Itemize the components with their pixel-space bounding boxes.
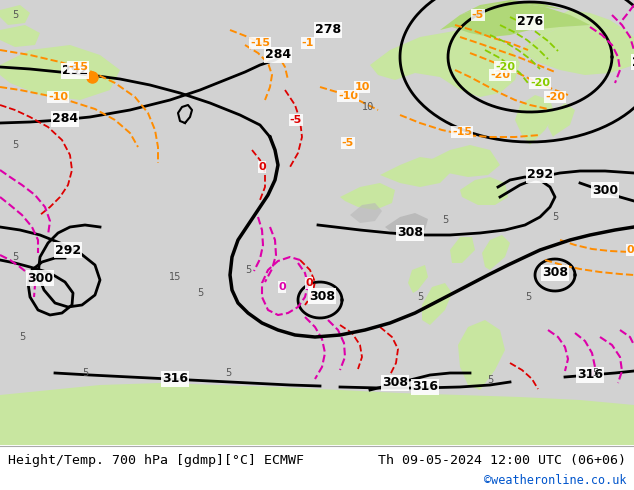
Text: -5: -5: [290, 115, 302, 125]
Polygon shape: [440, 3, 590, 37]
Polygon shape: [460, 177, 508, 205]
Text: 5: 5: [12, 140, 18, 150]
Polygon shape: [0, 25, 40, 47]
Polygon shape: [0, 5, 30, 25]
Text: -20: -20: [530, 78, 550, 88]
Text: 308: 308: [397, 226, 423, 240]
Polygon shape: [422, 283, 452, 325]
Text: 278: 278: [315, 24, 341, 36]
Text: 292: 292: [62, 65, 88, 77]
Polygon shape: [450, 237, 475, 263]
Text: 284: 284: [52, 113, 78, 125]
Text: 300: 300: [592, 183, 618, 196]
Text: 5: 5: [225, 368, 231, 378]
Text: 0: 0: [278, 282, 286, 292]
Text: 308: 308: [309, 290, 335, 302]
Text: 5: 5: [525, 292, 531, 302]
Polygon shape: [548, 103, 575, 137]
Text: 5: 5: [82, 368, 88, 378]
Text: 292: 292: [632, 55, 634, 69]
Text: -10: -10: [48, 92, 68, 102]
Text: 0: 0: [258, 162, 266, 172]
Polygon shape: [482, 235, 510, 270]
Polygon shape: [458, 320, 505, 390]
Text: 5: 5: [245, 265, 251, 275]
Text: -5: -5: [472, 10, 484, 20]
Polygon shape: [380, 157, 450, 187]
Text: 308: 308: [382, 376, 408, 390]
Polygon shape: [0, 45, 120, 100]
Text: 300: 300: [27, 271, 53, 285]
Text: -20: -20: [545, 92, 565, 102]
Text: Th 09-05-2024 12:00 UTC (06+06): Th 09-05-2024 12:00 UTC (06+06): [378, 454, 626, 466]
Text: 5: 5: [19, 332, 25, 342]
Text: 5: 5: [12, 252, 18, 262]
Text: -20: -20: [490, 70, 510, 80]
Polygon shape: [0, 383, 634, 445]
Text: 5: 5: [12, 10, 18, 20]
Text: 5: 5: [197, 288, 203, 298]
Polygon shape: [540, 10, 634, 37]
Polygon shape: [520, 25, 634, 75]
Text: 292: 292: [527, 169, 553, 181]
Text: 5: 5: [592, 368, 598, 378]
Polygon shape: [430, 145, 500, 177]
Text: 308: 308: [542, 267, 568, 279]
Polygon shape: [515, 95, 555, 145]
Polygon shape: [370, 30, 520, 97]
Text: -20: -20: [495, 62, 515, 72]
Text: 276: 276: [517, 16, 543, 28]
Text: -10: -10: [338, 91, 358, 101]
Text: Height/Temp. 700 hPa [gdmp][°C] ECMWF: Height/Temp. 700 hPa [gdmp][°C] ECMWF: [8, 454, 304, 466]
Text: -15: -15: [68, 62, 88, 72]
Text: 0: 0: [305, 278, 313, 288]
Text: 15: 15: [169, 272, 181, 282]
Polygon shape: [340, 183, 395, 210]
Text: 292: 292: [55, 244, 81, 256]
Text: 5: 5: [417, 292, 423, 302]
Text: 5: 5: [442, 215, 448, 225]
Text: 10: 10: [362, 102, 374, 112]
Text: 284: 284: [265, 49, 291, 62]
Text: 5: 5: [552, 212, 558, 222]
Polygon shape: [408, 265, 428, 293]
Text: 316: 316: [162, 372, 188, 386]
Text: ©weatheronline.co.uk: ©weatheronline.co.uk: [484, 473, 626, 487]
Polygon shape: [460, 0, 565, 15]
Text: -15: -15: [452, 127, 472, 137]
Text: 316: 316: [577, 368, 603, 382]
Text: -5: -5: [342, 138, 354, 148]
Text: -1: -1: [302, 38, 314, 48]
Polygon shape: [385, 213, 428, 237]
Text: 10: 10: [354, 82, 370, 92]
Text: -15: -15: [250, 38, 270, 48]
Text: 5: 5: [487, 375, 493, 385]
Text: 0: 0: [626, 245, 634, 255]
Polygon shape: [460, 367, 480, 390]
Text: 316: 316: [412, 381, 438, 393]
Polygon shape: [350, 203, 382, 223]
